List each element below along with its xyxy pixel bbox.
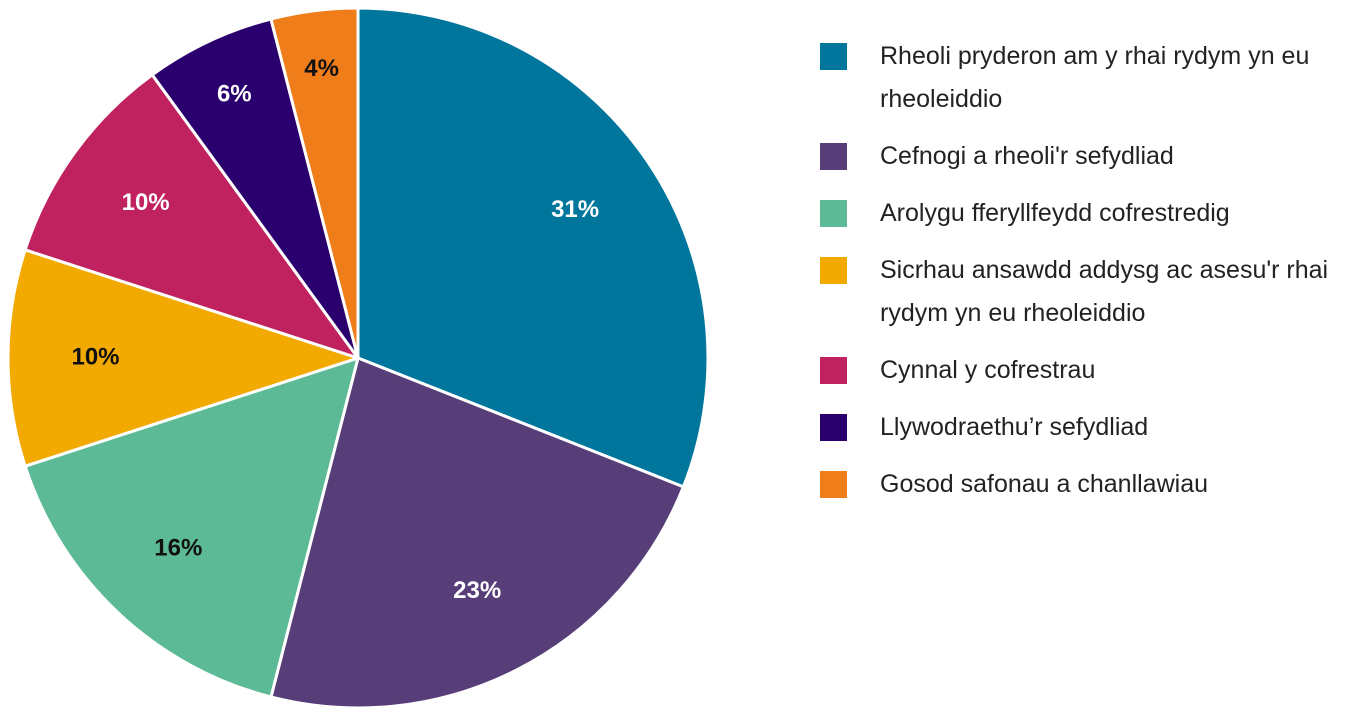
legend-item: Sicrhau ansawdd addysg ac asesu'r rhai r… (820, 250, 1350, 335)
pie: 31% 23% 16% 10% 10% 6% 4% (6, 6, 710, 709)
data-label: 4% (304, 55, 339, 82)
legend-label: Rheoli pryderon am y rhai rydym yn eu rh… (880, 42, 1310, 113)
legend-item: Rheoli pryderon am y rhai rydym yn eu rh… (820, 36, 1350, 121)
legend-swatch (820, 200, 847, 227)
pie-slice (23, 356, 360, 699)
pie-slice (23, 73, 360, 360)
legend-swatch (820, 257, 847, 284)
pie-slice (269, 356, 685, 709)
legend-item: Gosod safonau a chanllawiau (820, 464, 1350, 506)
legend-label: Arolygu fferyllfeydd cofrestredig (880, 199, 1230, 227)
legend-swatch (820, 143, 847, 170)
legend-label: Sicrhau ansawdd addysg ac asesu'r rhai r… (880, 256, 1329, 327)
legend-swatch (820, 414, 847, 441)
legend-item: Cefnogi a rheoli'r sefydliad (820, 136, 1350, 178)
pie-slice (356, 6, 710, 489)
data-label: 23% (453, 577, 501, 604)
legend-swatch (820, 43, 847, 70)
legend-item: Llywodraethu’r sefydliad (820, 407, 1350, 449)
legend-swatch (820, 357, 847, 384)
legend-swatch (820, 471, 847, 498)
data-label: 31% (551, 196, 599, 223)
legend-item: Arolygu fferyllfeydd cofrestredig (820, 193, 1350, 235)
legend-label: Llywodraethu’r sefydliad (880, 413, 1149, 441)
legend-label: Cynnal y cofrestrau (880, 356, 1096, 384)
data-label: 6% (217, 80, 252, 107)
pie-slice (6, 248, 360, 468)
legend-label: Cefnogi a rheoli'r sefydliad (880, 142, 1174, 170)
data-label: 10% (71, 343, 119, 370)
legend: Rheoli pryderon am y rhai rydym yn eu rh… (820, 36, 1350, 506)
pie-slice (150, 17, 360, 360)
legend-label: Gosod safonau a chanllawiau (880, 470, 1209, 498)
legend-item: Cynnal y cofrestrau (820, 350, 1350, 392)
data-label: 10% (122, 189, 170, 216)
data-label: 16% (154, 535, 202, 562)
pie-slice (269, 6, 360, 360)
